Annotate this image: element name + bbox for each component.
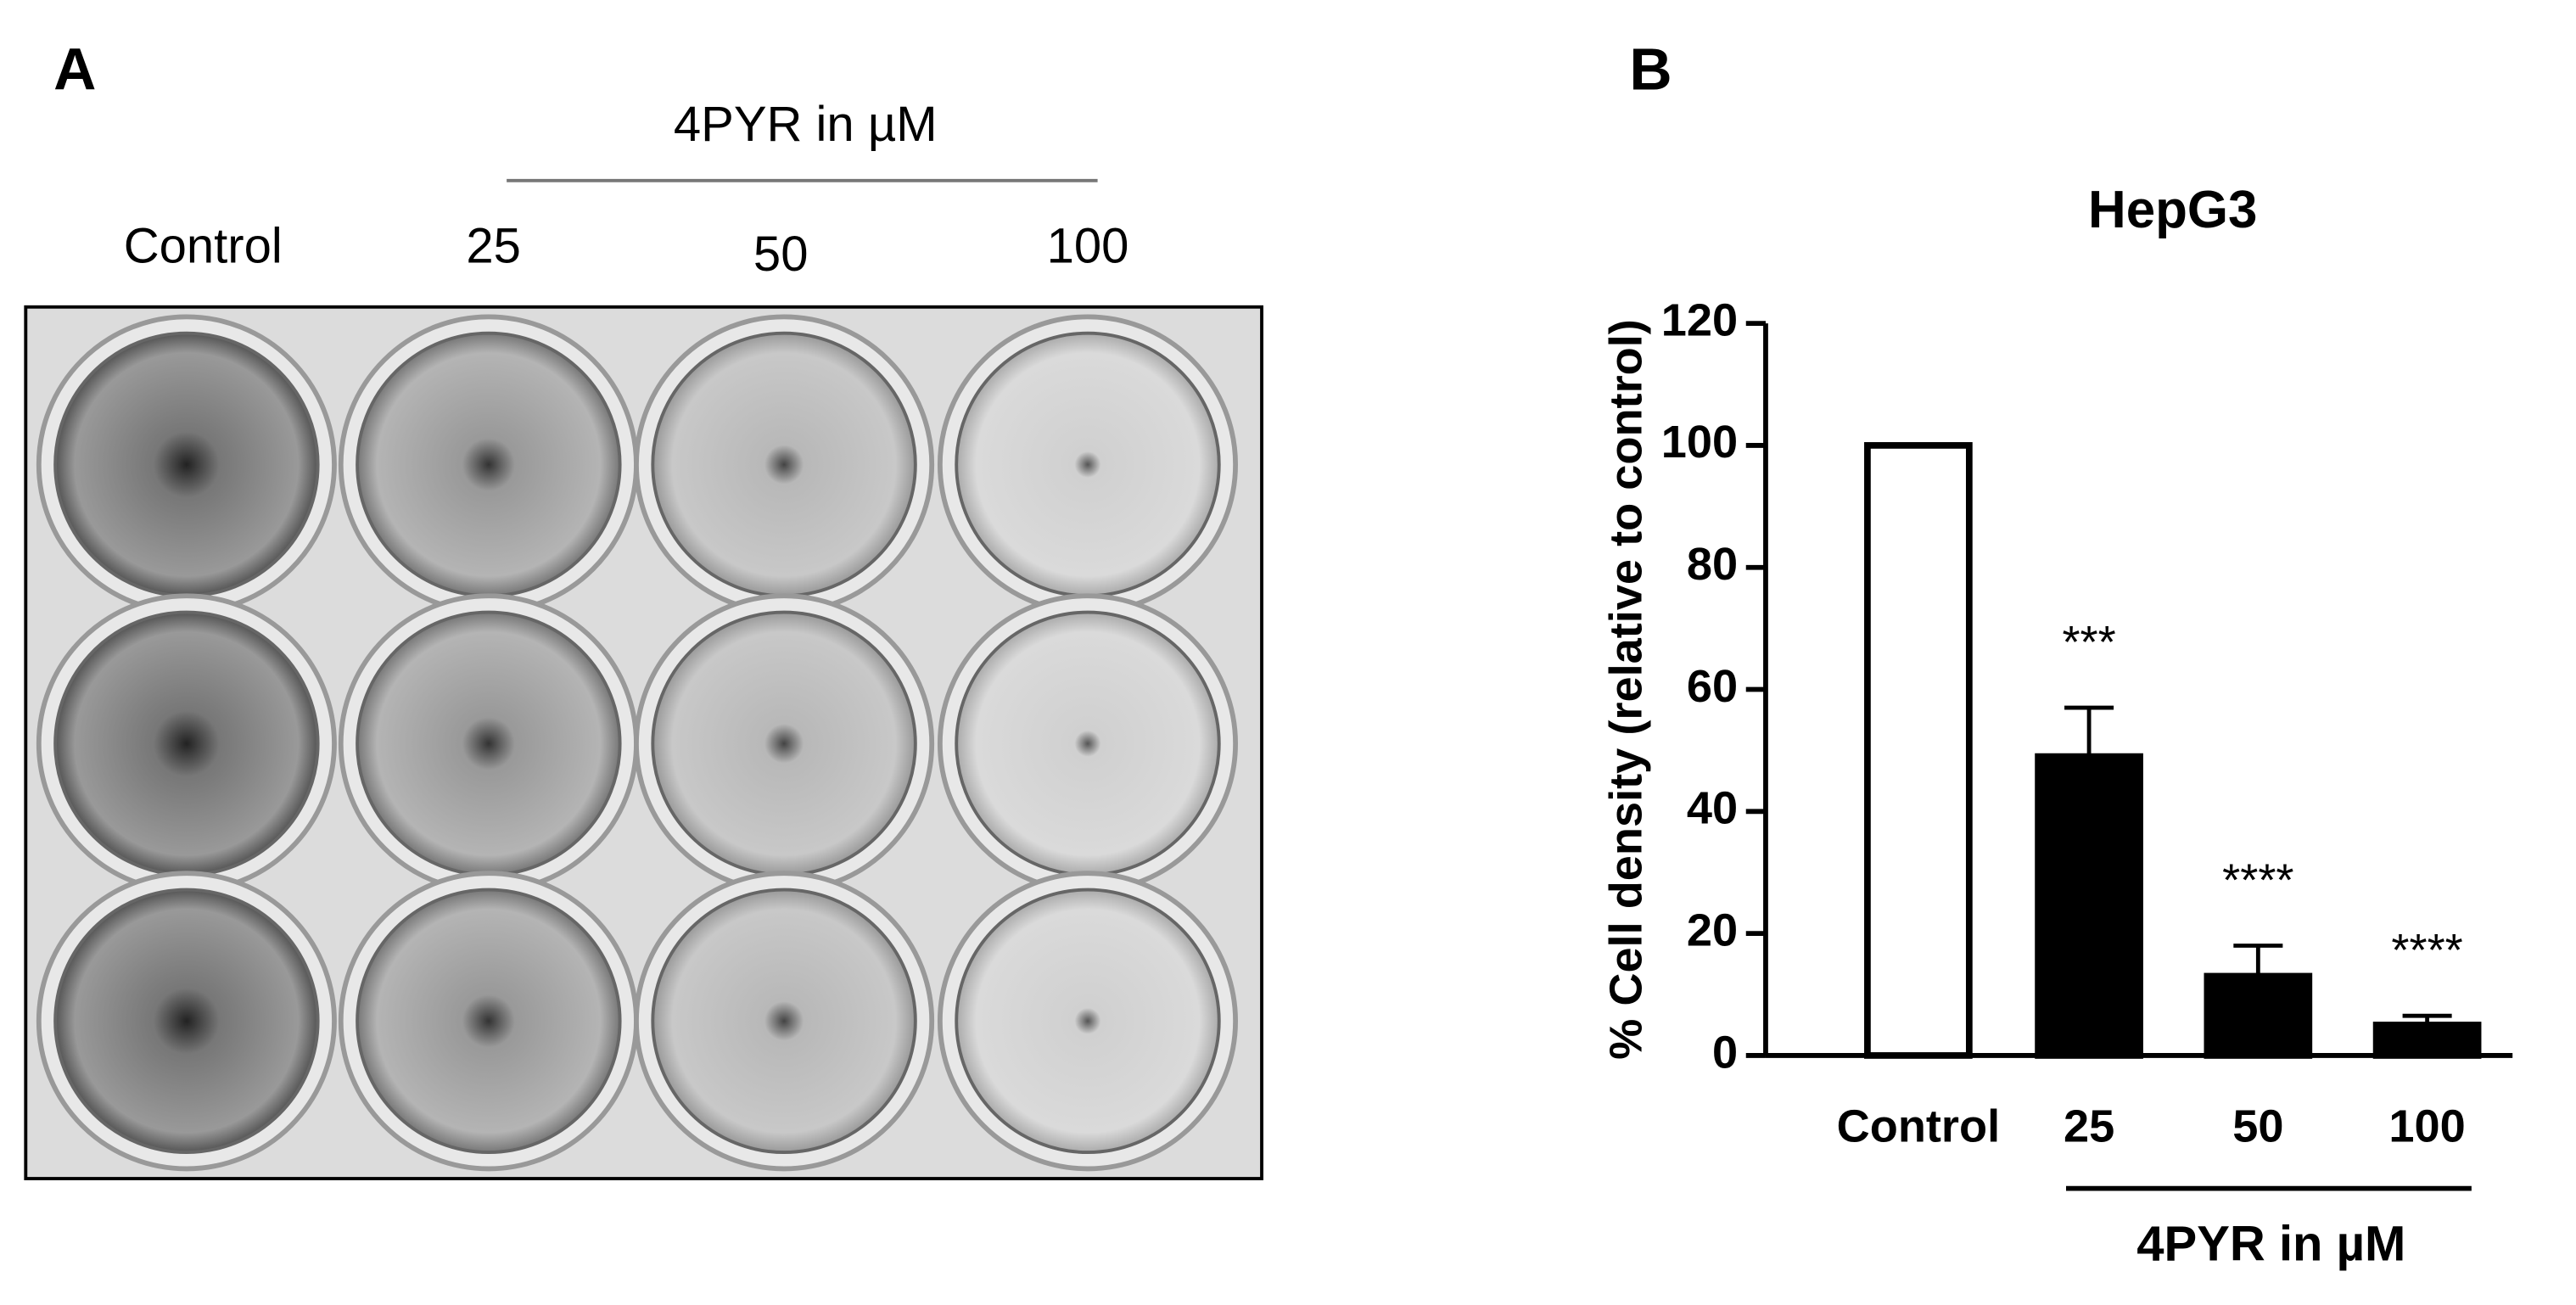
x-axis-label: 4PYR in µM xyxy=(2136,1217,2405,1272)
wells xyxy=(36,314,1238,1172)
y-tick-label: 40 xyxy=(1687,783,1738,834)
well xyxy=(356,888,622,1155)
x-tick-label: 100 xyxy=(2388,1101,2465,1151)
well xyxy=(955,888,1221,1155)
column-label: 25 xyxy=(466,218,521,273)
well xyxy=(651,888,917,1155)
y-tick-label: 120 xyxy=(1661,294,1738,345)
panel-label: B xyxy=(1629,36,1672,102)
significance-label: *** xyxy=(2062,617,2115,668)
column-label: Control xyxy=(124,218,283,273)
bar xyxy=(2204,972,2313,1059)
well xyxy=(53,610,320,877)
bar xyxy=(2035,753,2143,1059)
y-tick-label: 100 xyxy=(1661,417,1738,468)
well xyxy=(651,610,917,877)
y-tick-label: 60 xyxy=(1687,661,1738,712)
y-axis-label: % Cell density (relative to control) xyxy=(1601,319,1652,1060)
well xyxy=(53,888,320,1155)
x-tick-label: 50 xyxy=(2232,1101,2283,1151)
well xyxy=(955,331,1221,598)
bar xyxy=(2372,1022,2482,1059)
well xyxy=(53,331,320,598)
y-tick-label: 80 xyxy=(1687,539,1738,590)
treatment-header: 4PYR in µM xyxy=(674,97,938,152)
x-tick-label: 25 xyxy=(2064,1101,2114,1151)
well xyxy=(955,610,1221,877)
y-tick-label: 0 xyxy=(1712,1027,1738,1078)
column-label: 100 xyxy=(1047,218,1129,273)
y-tick-label: 20 xyxy=(1687,905,1738,955)
bar-chart: B HepG3 % Cell density (relative to cont… xyxy=(1601,36,2513,1272)
significance-label: **** xyxy=(2391,925,2462,976)
bar xyxy=(1864,442,1973,1059)
chart-title: HepG3 xyxy=(2088,181,2257,239)
well xyxy=(356,610,622,877)
well xyxy=(651,331,917,598)
significance-label: **** xyxy=(2222,854,2293,905)
x-tick-label: Control xyxy=(1837,1101,2001,1151)
column-label: 50 xyxy=(753,227,809,282)
panel-label: A xyxy=(53,36,96,102)
well xyxy=(356,331,622,598)
